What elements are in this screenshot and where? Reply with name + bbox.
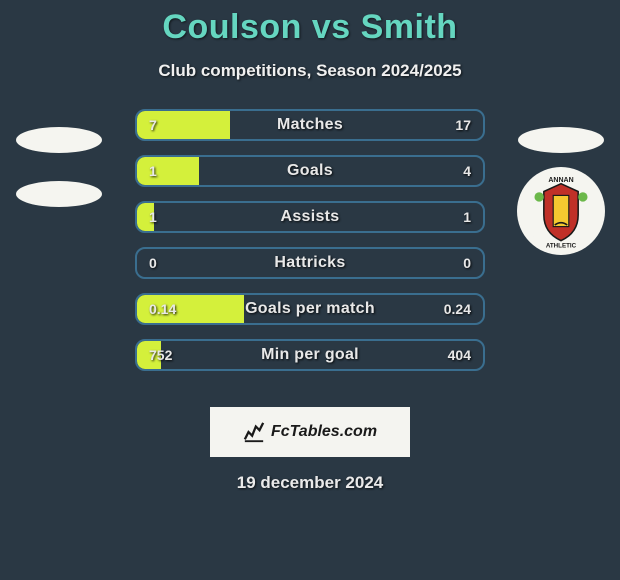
bar-label: Hattricks — [137, 249, 483, 277]
left-ellipse-2 — [16, 181, 102, 207]
bar-row: 00Hattricks — [135, 247, 485, 279]
club-badge: ANNAN ATHLETIC — [517, 167, 605, 255]
left-ellipse-1 — [16, 127, 102, 153]
svg-text:ATHLETIC: ATHLETIC — [546, 243, 577, 250]
comparison-chart: ANNAN ATHLETIC 717Matches 14Goals 11Assist… — [0, 109, 620, 399]
bar-row: 752404Min per goal — [135, 339, 485, 371]
left-player-column — [14, 109, 104, 369]
bar-label: Matches — [137, 111, 483, 139]
bar-row: 14Goals — [135, 155, 485, 187]
bar-label: Min per goal — [137, 341, 483, 369]
root: Coulson vs Smith Club competitions, Seas… — [0, 0, 620, 580]
brand-box[interactable]: FcTables.com — [210, 407, 410, 457]
bar-row: 0.140.24Goals per match — [135, 293, 485, 325]
page-title: Coulson vs Smith — [0, 8, 620, 47]
brand-text: FcTables.com — [271, 423, 377, 441]
bar-label: Assists — [137, 203, 483, 231]
bar-label: Goals — [137, 157, 483, 185]
svg-text:ANNAN: ANNAN — [548, 177, 573, 184]
bar-row: 717Matches — [135, 109, 485, 141]
subtitle: Club competitions, Season 2024/2025 — [0, 61, 620, 81]
annan-athletic-icon: ANNAN ATHLETIC — [522, 172, 600, 250]
date-text: 19 december 2024 — [0, 473, 620, 493]
right-ellipse-1 — [518, 127, 604, 153]
bars-container: 717Matches 14Goals 11Assists 00Hattricks 0.1… — [135, 109, 485, 385]
right-player-column: ANNAN ATHLETIC — [516, 109, 606, 369]
bar-row: 11Assists — [135, 201, 485, 233]
chart-icon — [243, 421, 265, 443]
bar-label: Goals per match — [137, 295, 483, 323]
